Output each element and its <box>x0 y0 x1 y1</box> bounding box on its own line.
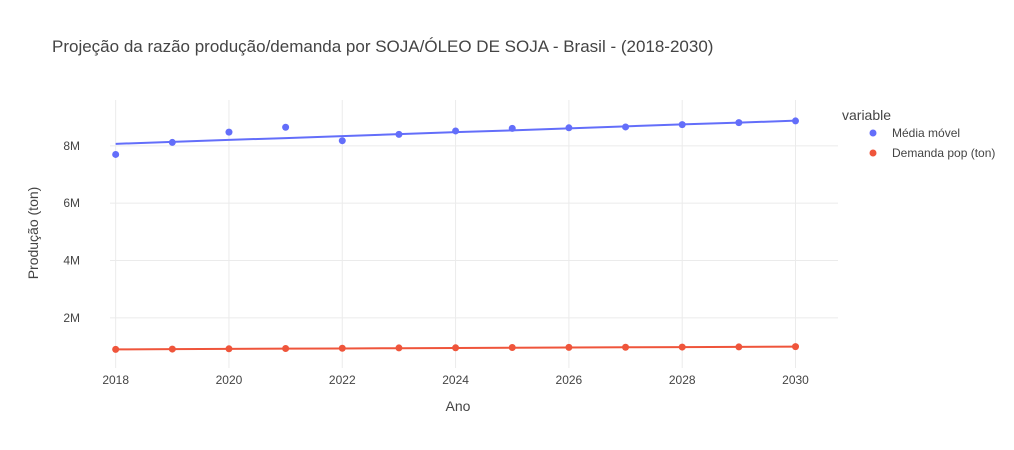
x-axis-ticks: 2018 2020 2022 2024 2026 2028 2030 <box>102 373 809 387</box>
grid <box>110 100 838 368</box>
data-point-demanda-pop-ton <box>565 343 573 351</box>
y-axis-ticks: 2M 4M 6M 8M <box>63 139 80 325</box>
data-point-demanda-pop-ton <box>225 345 233 353</box>
data-point-m-dia-m-vel <box>622 123 630 131</box>
legend-title: variable <box>842 107 891 123</box>
data-point-demanda-pop-ton <box>112 345 120 353</box>
data-point-demanda-pop-ton <box>622 343 630 351</box>
x-tick-label: 2022 <box>329 373 356 387</box>
data-point-m-dia-m-vel <box>452 127 460 135</box>
data-point-m-dia-m-vel <box>508 124 516 132</box>
legend-marker-demanda-pop-ton[interactable] <box>869 149 877 157</box>
data-point-demanda-pop-ton <box>282 345 290 353</box>
data-point-m-dia-m-vel <box>395 130 403 138</box>
x-axis-title: Ano <box>446 398 471 414</box>
data-point-demanda-pop-ton <box>508 344 516 352</box>
data-point-demanda-pop-ton <box>735 343 743 351</box>
y-tick-label: 4M <box>63 254 80 268</box>
chart-title: Projeção da razão produção/demanda por S… <box>52 37 713 56</box>
legend: variable Média móvel Demanda pop (ton) <box>842 107 995 160</box>
x-tick-label: 2030 <box>782 373 809 387</box>
legend-label-demanda-pop-ton[interactable]: Demanda pop (ton) <box>892 146 995 160</box>
data-point-demanda-pop-ton <box>395 344 403 352</box>
y-axis-title: Produção (ton) <box>25 187 41 280</box>
data-point-demanda-pop-ton <box>678 343 686 351</box>
x-tick-label: 2018 <box>102 373 129 387</box>
x-tick-label: 2020 <box>216 373 243 387</box>
data-point-m-dia-m-vel <box>678 121 686 129</box>
data-point-demanda-pop-ton <box>452 344 460 352</box>
data-point-m-dia-m-vel <box>282 123 290 131</box>
series-m-dia-m-vel <box>112 117 800 158</box>
series-demanda-pop-ton <box>112 343 800 353</box>
data-point-m-dia-m-vel <box>338 137 346 145</box>
data-point-m-dia-m-vel <box>735 119 743 127</box>
data-point-m-dia-m-vel <box>792 117 800 125</box>
legend-marker-m-dia-m-vel[interactable] <box>869 129 877 137</box>
y-tick-label: 2M <box>63 311 80 325</box>
data-point-m-dia-m-vel <box>565 124 573 132</box>
y-tick-label: 8M <box>63 139 80 153</box>
legend-label-m-dia-m-vel[interactable]: Média móvel <box>892 126 960 140</box>
data-point-demanda-pop-ton <box>338 344 346 352</box>
data-point-demanda-pop-ton <box>792 343 800 351</box>
plot-area <box>112 117 800 353</box>
data-point-m-dia-m-vel <box>168 138 176 146</box>
data-point-m-dia-m-vel <box>112 150 120 158</box>
x-tick-label: 2024 <box>442 373 469 387</box>
data-point-m-dia-m-vel <box>225 128 233 136</box>
data-point-demanda-pop-ton <box>168 345 176 353</box>
y-tick-label: 6M <box>63 196 80 210</box>
x-tick-label: 2028 <box>669 373 696 387</box>
x-tick-label: 2026 <box>556 373 583 387</box>
